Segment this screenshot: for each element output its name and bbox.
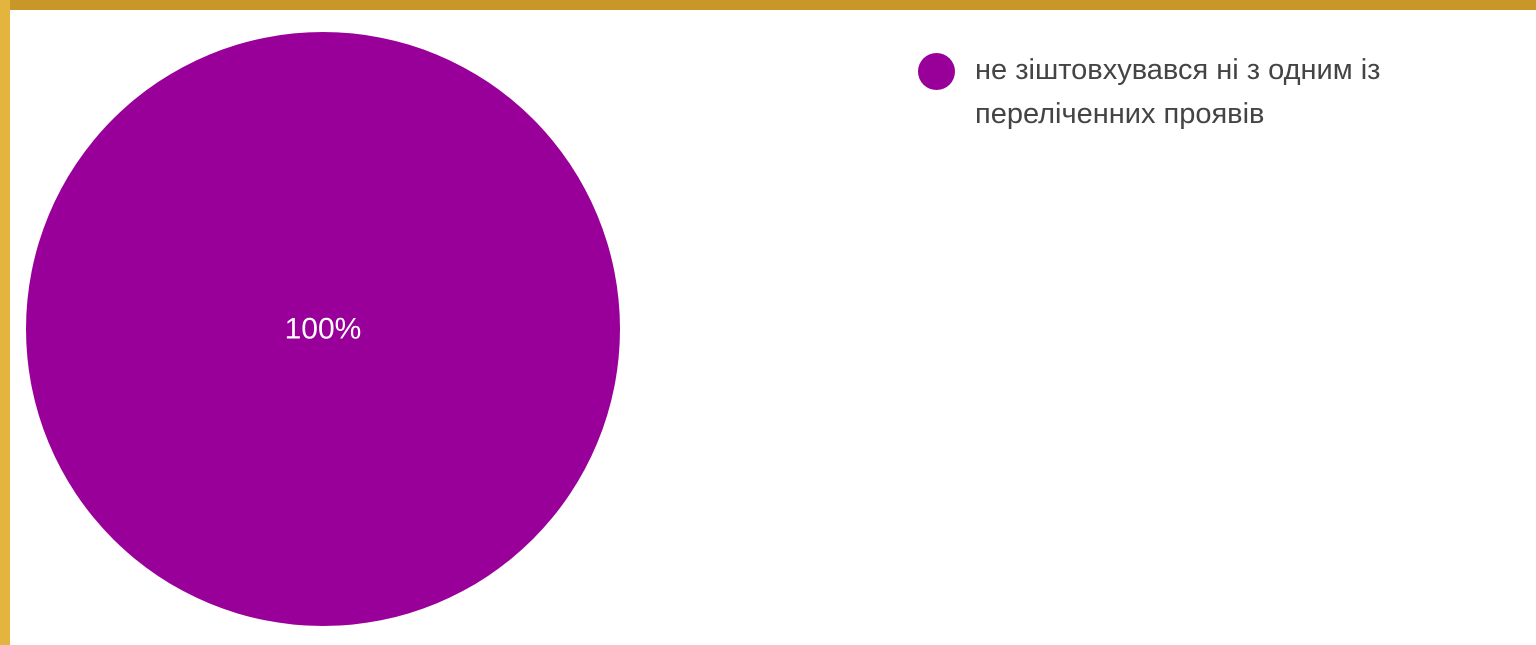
frame-left-border xyxy=(0,0,10,645)
chart-legend: не зіштовхувався ні з одним із перелічен… xyxy=(918,48,1536,136)
frame-top-border xyxy=(0,0,1536,10)
pie-slice xyxy=(26,32,620,626)
pie-slice-label: 100% xyxy=(285,313,362,346)
legend-label: не зіштовхувався ні з одним із перелічен… xyxy=(975,54,1381,130)
pie-slice-labels: 100% xyxy=(285,313,362,346)
legend-swatch xyxy=(918,53,955,90)
pie-slices xyxy=(26,32,620,626)
